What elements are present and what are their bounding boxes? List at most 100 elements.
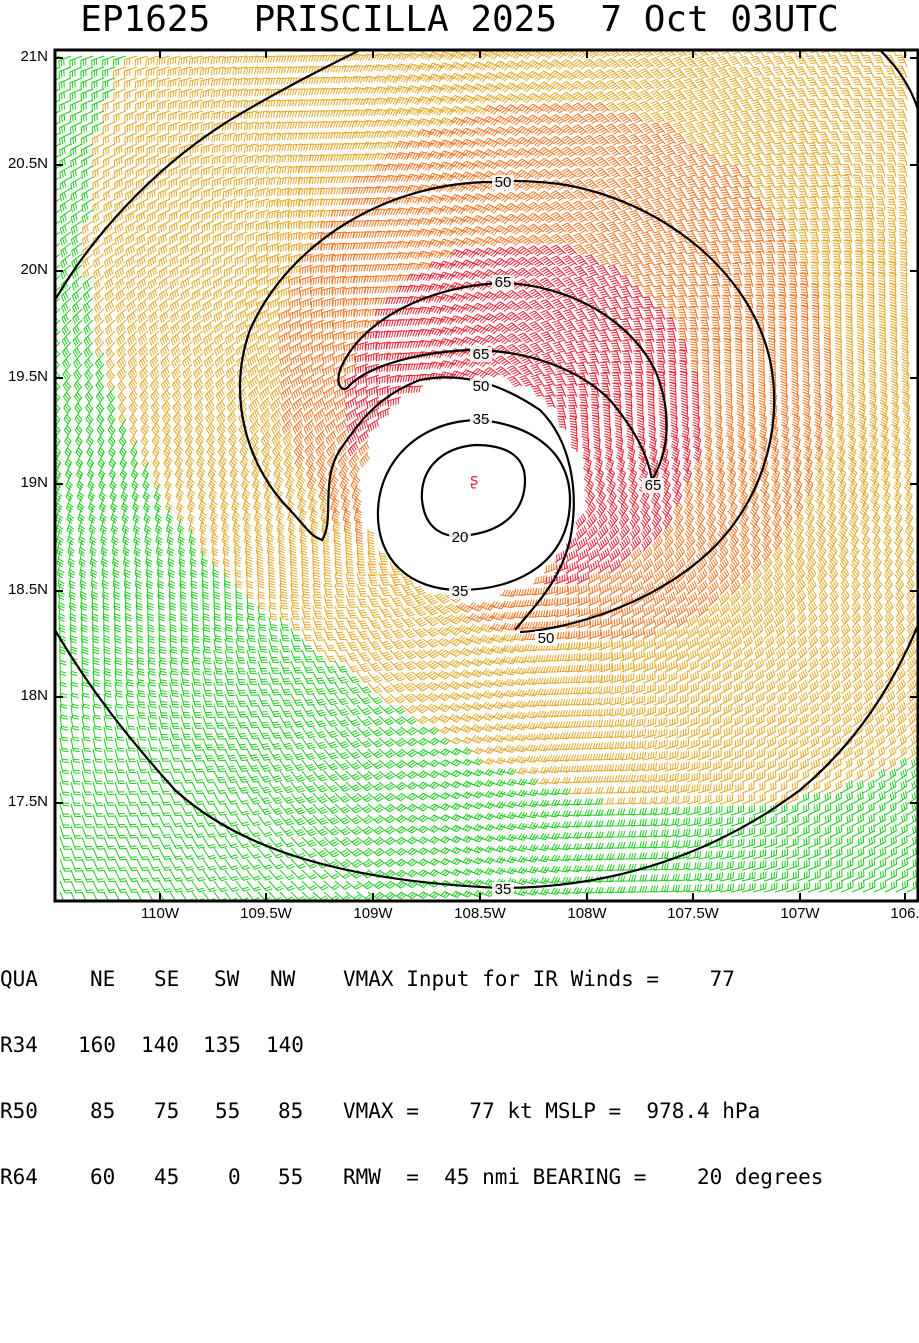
wind-barb xyxy=(312,704,327,717)
wind-barb xyxy=(218,451,228,469)
wind-barb xyxy=(311,341,325,354)
wind-barb xyxy=(752,770,766,783)
wind-barb xyxy=(583,457,592,475)
wind-barb xyxy=(840,690,852,706)
wind-barb xyxy=(840,109,853,123)
wind-barb xyxy=(145,66,160,77)
wind-barb xyxy=(246,715,259,729)
wind-barb xyxy=(389,792,406,802)
wind-barb xyxy=(784,120,798,134)
wind-barb xyxy=(664,263,677,277)
wind-barb xyxy=(385,230,402,238)
wind-barb xyxy=(235,616,244,632)
wind-barb xyxy=(832,250,842,266)
wind-barb xyxy=(900,293,908,310)
wind-barb xyxy=(139,385,149,402)
wind-barb xyxy=(61,330,72,347)
wind-barb xyxy=(795,590,807,607)
wind-barb xyxy=(396,296,413,304)
wind-barb xyxy=(433,648,451,658)
wind-barb xyxy=(213,726,226,740)
wind-barb xyxy=(708,670,721,684)
wind-barb xyxy=(171,374,182,391)
wind-barb xyxy=(642,706,657,717)
wind-barb xyxy=(334,671,349,684)
wind-barb xyxy=(233,539,242,557)
wind-barb xyxy=(433,692,451,702)
wind-barb xyxy=(857,359,865,376)
wind-barb xyxy=(652,546,664,563)
wind-barb xyxy=(700,327,710,343)
wind-barb xyxy=(428,117,446,127)
wind-barb xyxy=(673,535,685,552)
wind-barb xyxy=(829,579,839,596)
wind-barb xyxy=(273,473,284,491)
wind-barb xyxy=(146,121,160,133)
wind-barb xyxy=(774,186,787,200)
wind-barb xyxy=(664,591,676,607)
wind-barb xyxy=(279,605,289,621)
wind-barb xyxy=(741,759,755,772)
wind-barb xyxy=(839,556,849,574)
wind-barb xyxy=(703,435,713,453)
wind-barb xyxy=(345,748,361,759)
wind-barb xyxy=(345,649,359,662)
wind-barb xyxy=(494,203,512,214)
wind-barb xyxy=(200,539,208,557)
wind-barb xyxy=(572,113,589,125)
wind-barb xyxy=(752,164,765,178)
wind-barb xyxy=(873,712,885,728)
wind-barb xyxy=(739,534,750,552)
wind-barb xyxy=(213,649,223,665)
wind-barb xyxy=(818,109,831,123)
wind-barb xyxy=(477,645,495,655)
wind-barb xyxy=(540,309,556,322)
wind-barb xyxy=(835,413,845,431)
wind-barb xyxy=(691,370,699,387)
wind-barb xyxy=(71,242,83,257)
wind-barb xyxy=(821,272,831,288)
wind-barb xyxy=(113,605,121,622)
wind-barb xyxy=(202,297,215,312)
wind-barb xyxy=(461,83,479,94)
wind-barb xyxy=(543,562,557,574)
wind-barb xyxy=(241,484,251,502)
wind-barb xyxy=(906,679,917,695)
wind-barb xyxy=(411,682,428,692)
wind-barb xyxy=(323,616,335,630)
wind-barb xyxy=(428,84,446,94)
wind-barb xyxy=(539,157,556,169)
wind-barb xyxy=(803,457,813,475)
wind-barb xyxy=(189,550,197,568)
wind-barb xyxy=(147,770,159,784)
wind-barb xyxy=(818,612,829,629)
wind-barb xyxy=(158,682,168,698)
wind-barb xyxy=(335,407,347,422)
wind-barb xyxy=(616,90,633,102)
wind-barb xyxy=(301,561,309,578)
wind-barb xyxy=(439,62,457,72)
wind-barb xyxy=(879,413,889,431)
wind-barb xyxy=(417,250,435,260)
wind-barb xyxy=(374,297,391,305)
wind-barb xyxy=(815,501,826,519)
wind-barb xyxy=(576,583,590,596)
wind-barb xyxy=(268,319,281,333)
wind-barb xyxy=(785,646,797,662)
wind-barb xyxy=(77,495,85,513)
wind-barb xyxy=(863,131,875,145)
wind-barb xyxy=(332,297,347,308)
wind-barb xyxy=(895,701,907,717)
wind-barb xyxy=(653,694,667,706)
wind-barb xyxy=(55,484,63,502)
wind-barb xyxy=(895,54,908,68)
wind-barb xyxy=(653,762,668,772)
wind-barb xyxy=(70,770,81,785)
wind-barb xyxy=(664,784,680,794)
wind-barb xyxy=(119,451,128,469)
wind-barb xyxy=(582,446,591,464)
wind-barb xyxy=(202,770,215,784)
wind-barb xyxy=(235,693,247,707)
wind-barb xyxy=(833,283,842,299)
wind-barb xyxy=(345,792,362,803)
